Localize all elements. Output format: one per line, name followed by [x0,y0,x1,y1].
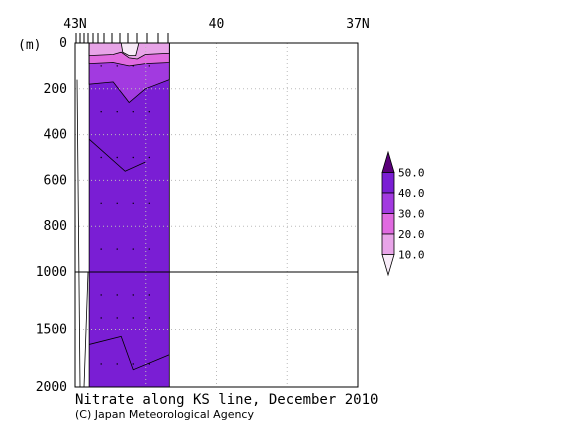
sample-point-2-6 [132,317,134,319]
y-tick-label-0: 0 [59,36,67,51]
sample-point-0-5 [100,294,102,296]
sample-point-3-5 [148,294,150,296]
contour-line-deep [89,335,170,371]
colorbar-swatch-0 [381,254,395,277]
plot-area: 43N 40 37N 0 200 400 600 800 1000 1500 2000 [36,17,370,395]
sample-point-2-5 [132,294,134,296]
sample-point-3-1 [148,111,150,113]
sample-point-2-1 [132,111,134,113]
sample-point-1-4 [116,248,118,250]
colorbar-swatch-50 [381,150,395,173]
sample-point-1-1 [116,111,118,113]
sample-point-2-0 [132,65,134,67]
colorbar-swatch-30 [381,192,395,214]
sample-point-1-0 [116,65,118,67]
x-tick-label-2: 37N [346,17,369,32]
colorbar-label-4: 10.0 [398,249,425,262]
sample-point-3-3 [148,202,150,204]
chart-title: Nitrate along KS line, December 2010 [75,392,378,408]
y-unit-label: (m) [18,38,41,53]
colorbar-label-2: 30.0 [398,208,425,221]
sample-point-3-6 [148,317,150,319]
sample-point-2-7 [132,363,134,365]
sample-point-3-4 [148,248,150,250]
sample-point-1-2 [116,156,118,159]
sample-point-0-4 [100,248,102,250]
sample-point-1-6 [116,317,118,319]
colorbar-swatch-10 [381,233,395,255]
x-tick-label-0: 43N [63,17,86,32]
y-tick-label-600: 600 [44,173,67,188]
contour-line-mid [88,138,146,172]
sample-point-0-0 [100,65,102,67]
sample-point-0-6 [100,317,102,319]
x-tick-label-1: 40 [209,17,225,32]
colorbar-swatch-20 [381,213,395,235]
colorbar-label-1: 40.0 [398,187,425,200]
sample-point-0-2 [100,156,102,159]
sample-point-2-4 [132,248,134,250]
y-tick-label-200: 200 [44,82,67,97]
sample-point-0-3 [100,202,102,204]
sample-point-0-7 [100,363,102,365]
y-tick-label-400: 400 [44,128,67,143]
sample-point-3-2 [148,156,150,159]
bathymetry-line [76,79,89,388]
credit-text: (C) Japan Meteorological Agency [75,408,254,421]
sample-point-0-1 [100,111,102,113]
colorbar-label-0: 50.0 [398,167,425,180]
colorbar-label-3: 20.0 [398,228,425,241]
sample-point-1-7 [116,363,118,365]
sample-point-3-7 [148,363,150,365]
y-tick-label-800: 800 [44,219,67,234]
plot-frame [74,42,359,388]
sample-point-2-2 [132,156,134,159]
sample-point-2-3 [132,202,134,204]
colorbar-swatch-40 [381,172,395,194]
sample-point-3-0 [148,65,150,67]
sample-point-1-5 [116,294,118,296]
colorbar: 50.0 40.0 30.0 20.0 10.0 [381,150,425,277]
y-tick-label-2000: 2000 [36,380,67,395]
y-tick-label-1000: 1000 [36,265,67,280]
sample-point-1-3 [116,202,118,204]
y-tick-label-1500: 1500 [36,323,67,338]
